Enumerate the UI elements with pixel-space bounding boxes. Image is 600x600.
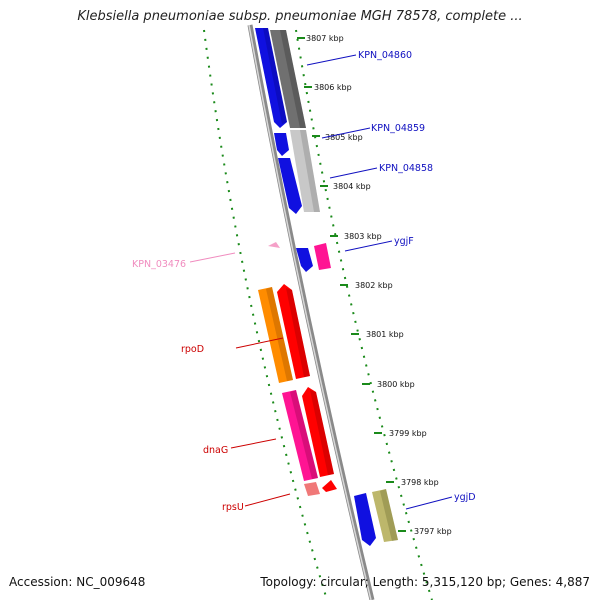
backbone-highlight xyxy=(248,24,372,600)
gene-khaki-ygjD[interactable] xyxy=(372,489,398,542)
gene-salmon-rpsU[interactable] xyxy=(304,482,320,496)
tick-label-3802: 3802 kbp xyxy=(355,281,393,290)
gene-pink-dnaG-shade xyxy=(290,390,318,479)
tick-label-3807: 3807 kbp xyxy=(306,34,344,43)
gene-blue-2[interactable] xyxy=(274,133,289,156)
tick-label-3798: 3798 kbp xyxy=(401,478,439,487)
tick-label-3805: 3805 kbp xyxy=(325,133,363,142)
gene-label-dnag[interactable]: dnaG xyxy=(203,445,228,456)
gene-label-rpod[interactable]: rpoD xyxy=(181,344,204,355)
gene-label-kpn04859[interactable]: KPN_04859 xyxy=(371,123,425,134)
inner-dotted-track xyxy=(203,29,328,600)
gene-darkgray-1-shade xyxy=(280,30,306,128)
tick-label-3797: 3797 kbp xyxy=(414,527,452,536)
gene-red-rpoD[interactable] xyxy=(277,284,310,379)
gene-blue-5[interactable] xyxy=(354,493,376,546)
gene-blue-1-shade xyxy=(263,28,287,124)
gene-blue-1[interactable] xyxy=(255,28,287,128)
tick-label-3804: 3804 kbp xyxy=(333,182,371,191)
tick-label-3799: 3799 kbp xyxy=(389,429,427,438)
gene-label-kpn03476[interactable]: KPN_03476 xyxy=(132,259,186,270)
gene-label-ygjd[interactable]: ygjD xyxy=(454,492,476,503)
label-leaders xyxy=(189,54,453,510)
tick-label-3806: 3806 kbp xyxy=(314,83,352,92)
gene-red-small[interactable] xyxy=(322,480,337,492)
gene-kpn03476[interactable] xyxy=(268,242,280,248)
gene-label-rpsu[interactable]: rpsU xyxy=(222,502,244,513)
gene-orange[interactable] xyxy=(258,287,293,383)
map-title: Klebsiella pneumoniae subsp. pneumoniae … xyxy=(77,9,523,24)
backbone xyxy=(247,24,375,600)
tick-marks xyxy=(297,37,406,532)
gene-blue-4[interactable] xyxy=(296,248,313,272)
gene-khaki-ygjD-shade xyxy=(380,489,398,541)
gene-lightgray-1[interactable] xyxy=(290,130,320,212)
genome-summary: Topology: circular; Length: 5,315,120 bp… xyxy=(260,575,590,589)
gene-blue-3[interactable] xyxy=(278,158,302,214)
gene-red-dnaG[interactable] xyxy=(302,387,334,477)
gene-label-kpn04860[interactable]: KPN_04860 xyxy=(358,50,412,61)
accession-text: Accession: NC_009648 xyxy=(9,575,146,589)
gene-label-kpn04858[interactable]: KPN_04858 xyxy=(379,163,433,174)
gene-red-dnaG-shade xyxy=(310,390,334,475)
gene-pink-dnaG[interactable] xyxy=(282,390,318,481)
gene-pink-ygjF[interactable] xyxy=(314,243,331,270)
gene-label-ygjf[interactable]: ygjF xyxy=(394,236,414,247)
tick-label-3803: 3803 kbp xyxy=(344,232,382,241)
gene-darkgray-1[interactable] xyxy=(270,30,306,128)
gene-lightgray-1-shade xyxy=(300,130,320,212)
gene-red-rpoD-shade xyxy=(286,288,310,377)
gene-orange-shade xyxy=(266,287,293,381)
tick-label-3800: 3800 kbp xyxy=(377,380,415,389)
tick-label-3801: 3801 kbp xyxy=(366,330,404,339)
